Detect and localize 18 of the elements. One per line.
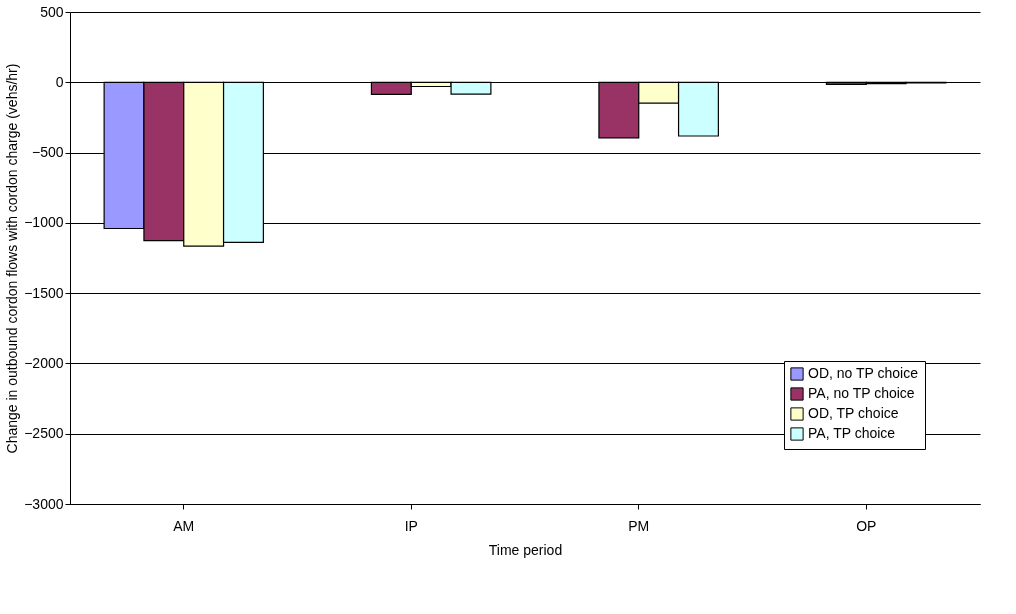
y-tick-label: −1000 — [24, 214, 64, 231]
x-tick-label: OP — [856, 517, 877, 534]
x-tick-label: PM — [628, 517, 650, 534]
y-tick-label: −1500 — [24, 284, 64, 301]
y-axis-title: Change in outbound cordon flows with cordon charge (vehs/hr) — [4, 63, 21, 454]
legend-label: OD, TP choice — [808, 405, 899, 421]
x-axis-title: Time period — [488, 541, 563, 558]
x-tick-label: AM — [173, 517, 195, 534]
y-tick-label: 500 — [40, 3, 64, 20]
y-tick-label: −2500 — [24, 425, 64, 442]
y-tick-label: −3000 — [24, 495, 64, 512]
legend-label: PA, TP choice — [808, 425, 896, 441]
legend-label: OD, no TP choice — [808, 365, 919, 381]
x-tick-label: IP — [404, 517, 418, 534]
y-tick-label: 0 — [55, 73, 64, 90]
y-tick-label: −2000 — [24, 354, 64, 371]
y-tick-label: −500 — [31, 144, 64, 161]
legend-label: PA, no TP choice — [808, 385, 915, 401]
